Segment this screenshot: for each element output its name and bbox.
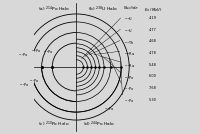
- Text: $^{210}$Po: $^{210}$Po: [19, 81, 30, 89]
- Text: 5.30: 5.30: [149, 98, 157, 102]
- Text: $^{210}$Po: $^{210}$Po: [124, 98, 135, 105]
- Text: $^{222}$Ra: $^{222}$Ra: [124, 63, 135, 70]
- Text: $^{218}$Po: $^{218}$Po: [124, 74, 135, 82]
- Text: 4.68: 4.68: [149, 39, 157, 43]
- Text: (a) $^{214}$Po Halo: (a) $^{214}$Po Halo: [38, 5, 69, 14]
- Text: Nuclide: Nuclide: [124, 6, 138, 10]
- Text: (b) $^{238}$U Halo: (b) $^{238}$U Halo: [88, 5, 118, 14]
- Text: 6.00: 6.00: [149, 74, 157, 78]
- Text: $^{226}$Ra: $^{226}$Ra: [124, 51, 135, 58]
- Text: 4.78: 4.78: [149, 51, 157, 55]
- Text: (d) $^{244}$Po Halo: (d) $^{244}$Po Halo: [83, 120, 115, 129]
- Text: $^{238}$U: $^{238}$U: [124, 16, 133, 23]
- Text: (c) $^{210}$Po Halo: (c) $^{210}$Po Halo: [38, 120, 69, 129]
- Text: $^{214}$Po: $^{214}$Po: [124, 86, 135, 93]
- Text: $^{214}$Po: $^{214}$Po: [31, 48, 42, 55]
- Text: $^{214}$Po: $^{214}$Po: [29, 77, 40, 85]
- Text: 7.68: 7.68: [149, 86, 157, 90]
- Text: $^{210}$Po: $^{210}$Po: [18, 51, 29, 59]
- Text: $^{234}$U: $^{234}$U: [124, 28, 133, 35]
- Text: 5.48: 5.48: [149, 63, 157, 67]
- Text: E$_\alpha$ (MeV): E$_\alpha$ (MeV): [144, 6, 163, 14]
- Text: $^{230}$Th: $^{230}$Th: [124, 39, 135, 47]
- Text: $^{218}$Po: $^{218}$Po: [43, 48, 54, 56]
- Text: 4.19: 4.19: [149, 16, 157, 20]
- Text: $^{244}$Po: $^{244}$Po: [104, 106, 115, 113]
- Text: 4.77: 4.77: [149, 28, 157, 32]
